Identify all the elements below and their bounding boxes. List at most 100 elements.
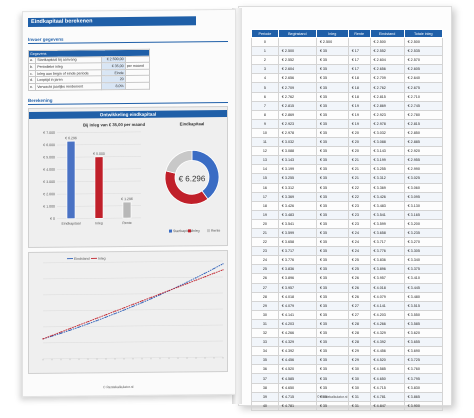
data-point — [141, 300, 143, 302]
table-cell: € 19 — [347, 100, 371, 111]
table-cell: 30 — [251, 309, 279, 320]
table-cell: 17 — [251, 191, 279, 202]
table-cell: € 35 — [315, 291, 349, 302]
table-cell: 22 — [251, 237, 279, 248]
data-point — [177, 286, 179, 288]
table-cell: € 35 — [315, 237, 349, 248]
table-cell: € 3.088 — [277, 146, 317, 157]
table-cell: € 21 — [347, 173, 371, 184]
table-cell: € 2.500 — [369, 36, 405, 48]
table-cell: € 3.515 — [403, 300, 444, 311]
bar-data-label: € 5.000 — [93, 152, 105, 156]
table-cell: 20 — [251, 218, 279, 229]
table-cell: € 3.900 — [403, 400, 444, 411]
table-cell: € 29 — [347, 346, 371, 357]
table-cell: € 4.329 — [277, 337, 317, 348]
input-table: Gegevens a. Startkapitaal bij aanvang € … — [28, 49, 150, 91]
table-cell: € 26 — [347, 282, 371, 293]
table-cell: € 35 — [315, 182, 349, 193]
table-cell: € 2.675 — [403, 82, 444, 93]
table-cell: € 3.199 — [277, 164, 317, 175]
gridline — [43, 324, 223, 328]
table-row: 22 € 3.658 € 35 € 24 € 3.717 € 3.270 — [251, 237, 444, 248]
data-point — [87, 323, 89, 325]
input-unit — [125, 82, 150, 90]
table-row: 14 € 3.199 € 35 € 21 € 3.255 € 2.990 — [251, 164, 444, 175]
table-cell: € 3.836 — [277, 264, 317, 275]
legend-label: Rente — [211, 229, 220, 233]
table-cell: € 35 — [315, 391, 349, 402]
column-header: Eindstand — [369, 29, 405, 38]
page-title: Eindkapitaal berekenen — [28, 16, 196, 28]
table-row: 29 € 4.079 € 35 € 27 € 4.141 € 3.515 — [251, 300, 444, 311]
table-cell: € 35 — [315, 164, 349, 175]
table-cell: 21 — [251, 227, 279, 239]
table-cell: € 3.717 — [277, 246, 317, 257]
table-cell: € 2.923 — [369, 109, 405, 120]
y-tick-label: € 3.000 — [43, 180, 55, 184]
table-cell: € 2.535 — [403, 46, 444, 57]
data-point — [141, 302, 143, 304]
table-cell: € 3.957 — [369, 273, 405, 284]
table-cell: 11 — [251, 137, 279, 148]
data-point — [204, 276, 206, 278]
gridline — [43, 276, 223, 280]
table-cell: € 4.585 — [369, 364, 405, 375]
table-cell: € 4.715 — [277, 391, 317, 402]
bar — [66, 140, 76, 219]
table-cell: € 35 — [315, 200, 349, 211]
table-cell: € 3.032 — [277, 137, 317, 148]
data-point — [60, 332, 62, 334]
table-cell: € 3.896 — [369, 264, 405, 275]
table-row: 21 € 3.599 € 35 € 24 € 3.658 € 3.235 — [251, 227, 444, 239]
table-cell: € 20 — [347, 137, 371, 148]
table-cell: € 18 — [347, 82, 371, 93]
table-cell: € 31 — [347, 391, 371, 402]
table-cell: € 3.957 — [277, 282, 317, 293]
table-cell: € 2.978 — [277, 127, 317, 139]
table-cell: € 3.865 — [403, 391, 444, 402]
section-calc-heading: Berekening — [28, 97, 53, 104]
table-row: 16 € 3.312 € 35 € 22 € 3.369 € 3.060 — [251, 182, 444, 193]
table-row: 2 € 2.552 € 35 € 17 € 2.604 € 2.570 — [251, 55, 444, 66]
data-point — [105, 316, 107, 318]
table-cell: € 2.815 — [277, 100, 317, 111]
table-cell: € 17 — [347, 55, 371, 66]
input-label: Verwacht jaarlijks rendement — [35, 82, 102, 91]
table-cell — [347, 36, 371, 48]
table-cell: € 3.095 — [403, 191, 444, 202]
input-value[interactable]: 8,0% — [101, 82, 126, 90]
table-cell: € 2.978 — [369, 118, 405, 129]
data-point — [60, 331, 62, 333]
table-cell: € 3.776 — [369, 246, 405, 257]
table-cell: € 3.717 — [369, 237, 405, 248]
data-point — [87, 321, 89, 323]
table-cell: € 3.483 — [369, 200, 405, 211]
table-cell: € 4.715 — [369, 382, 405, 393]
table-cell: € 35 — [315, 300, 349, 311]
y-tick-label: € 2.000 — [43, 192, 55, 196]
table-cell: € 3.032 — [369, 127, 405, 139]
data-point — [213, 272, 215, 274]
table-cell: € 29 — [347, 355, 371, 366]
table-cell: € 3.340 — [403, 255, 444, 266]
table-row: 38 € 4.650 € 35 € 30 € 4.715 € 3.830 — [251, 382, 444, 393]
table-row: 37 € 4.585 € 35 € 30 € 4.650 € 3.795 — [251, 373, 444, 384]
table-cell: € 35 — [315, 364, 349, 375]
gridline — [43, 308, 223, 312]
table-cell: € 3.776 — [277, 255, 317, 266]
table-cell: € 2.990 — [403, 164, 444, 175]
table-row: 31 € 4.203 € 35 € 28 € 4.266 € 3.585 — [251, 318, 444, 330]
table-row: 9 € 2.923 € 35 € 19 € 2.978 € 2.815 — [251, 118, 444, 129]
table-cell: € 35 — [315, 227, 349, 239]
table-cell: 33 — [251, 337, 279, 348]
table-cell: € 4.781 — [277, 400, 317, 411]
table-cell: € 4.650 — [277, 382, 317, 393]
data-point — [132, 305, 134, 307]
table-cell: € 4.520 — [277, 364, 317, 375]
table-cell: € 23 — [347, 200, 371, 211]
table-cell: € 28 — [347, 318, 371, 330]
table-cell: € 23 — [347, 209, 371, 220]
table-cell: € 2.570 — [403, 55, 444, 66]
y-tick-label: € 7.000 — [43, 131, 55, 135]
